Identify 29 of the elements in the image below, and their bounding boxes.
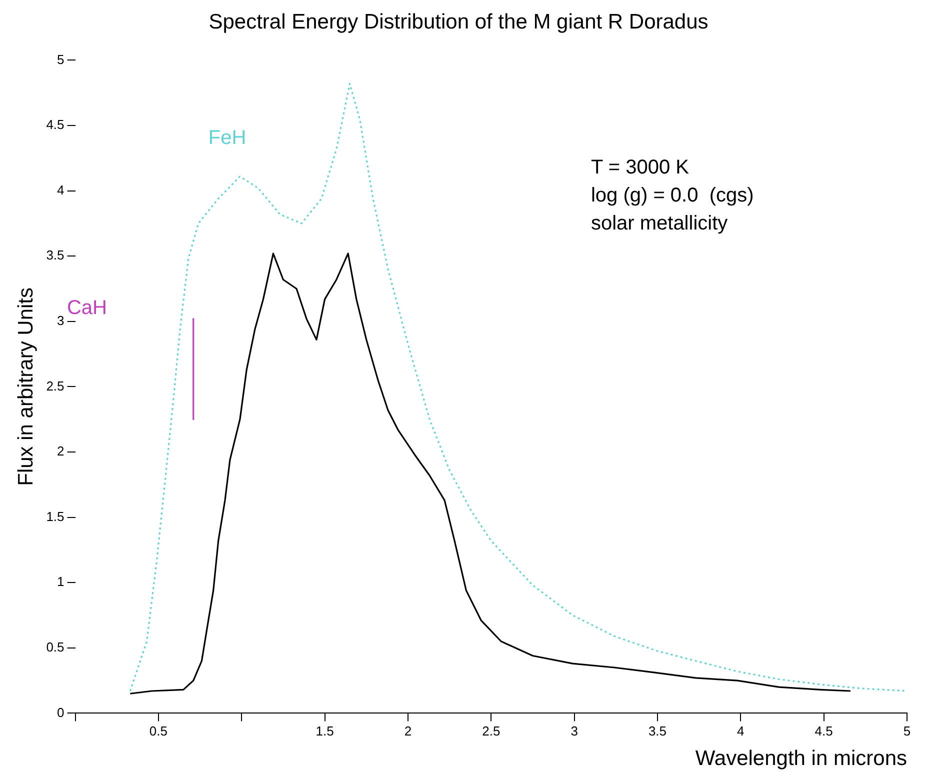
x-tick-label: 0.5 <box>149 724 168 739</box>
y-axis-title: Flux in arbitrary Units <box>14 288 38 486</box>
y-tick-label: 4 <box>57 182 64 198</box>
y-tick-label: 0 <box>57 704 64 720</box>
y-tick-label: 4.5 <box>46 117 64 132</box>
x-tick-label: 3.5 <box>648 724 667 739</box>
y-tick-label: 1.5 <box>46 508 64 524</box>
annotation: log (g) = 0.0 (cgs) <box>590 184 754 207</box>
annotation: solar metallicity <box>590 212 728 235</box>
y-tick-label: 2.5 <box>46 378 64 394</box>
x-tick-label: 2 <box>404 724 412 739</box>
x-tick-label: 4.5 <box>814 724 833 739</box>
x-tick-label: 3 <box>570 724 578 739</box>
chart-title: Spectral Energy Distribution of the M giant R Doradus <box>208 10 708 34</box>
y-tick-label: 5 <box>57 52 64 67</box>
y-tick-label: 3.5 <box>46 248 64 263</box>
annotation: CaH <box>66 296 107 319</box>
x-axis-title: Wavelength in microns <box>695 747 907 770</box>
y-tick-label: 0.5 <box>46 639 64 654</box>
line-series <box>129 82 907 692</box>
x-tick-label: 4 <box>737 724 744 739</box>
x-tick-label: 5 <box>903 724 911 739</box>
y-tick-label: 2 <box>57 444 64 459</box>
x-tick-label: 2.5 <box>482 724 500 739</box>
annotation: T = 3000 K <box>590 156 690 179</box>
y-tick-label: 3 <box>57 312 64 328</box>
y-tick-label: 1 <box>57 574 64 590</box>
annotation: FeH <box>208 127 246 150</box>
x-tick-label: 1.5 <box>316 724 334 739</box>
